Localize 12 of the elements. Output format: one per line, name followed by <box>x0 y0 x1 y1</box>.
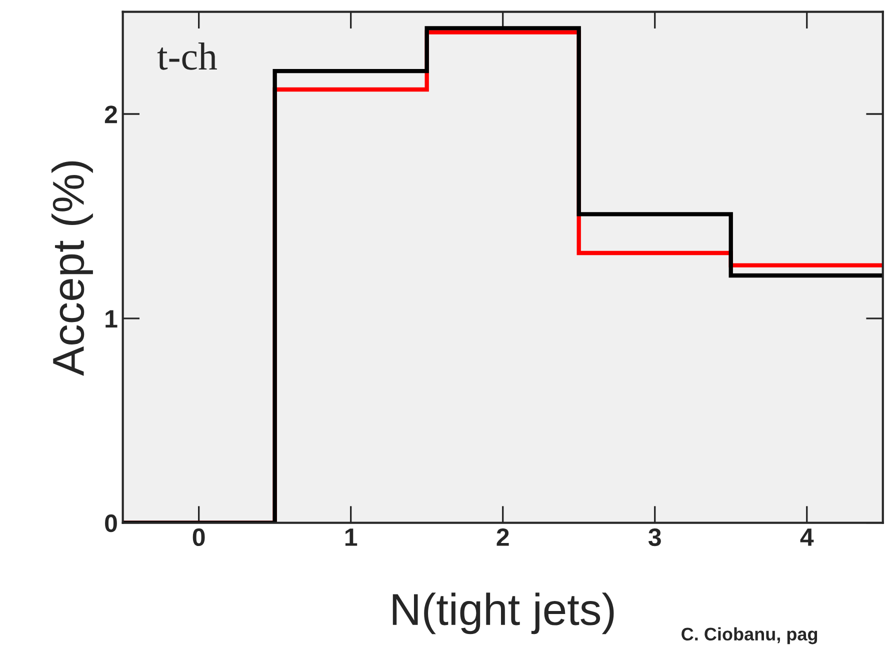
y-axis-title: Accept (%) <box>52 161 93 376</box>
y-tick-label: 1 <box>106 310 118 328</box>
annotation: t-ch <box>157 42 217 70</box>
x-axis-title: N(tight jets) <box>392 592 614 634</box>
y-tick-label: 2 <box>104 106 117 124</box>
text: C. Ciobanu, pag <box>682 627 818 644</box>
x-tick-label: 0 <box>192 528 205 546</box>
y-tick-label: 0 <box>105 514 117 532</box>
x-tick-label: 4 <box>800 528 814 546</box>
x-tick-label: 1 <box>345 528 358 546</box>
x-tick-label: 3 <box>648 528 661 546</box>
x-tick-label: 2 <box>496 528 509 546</box>
